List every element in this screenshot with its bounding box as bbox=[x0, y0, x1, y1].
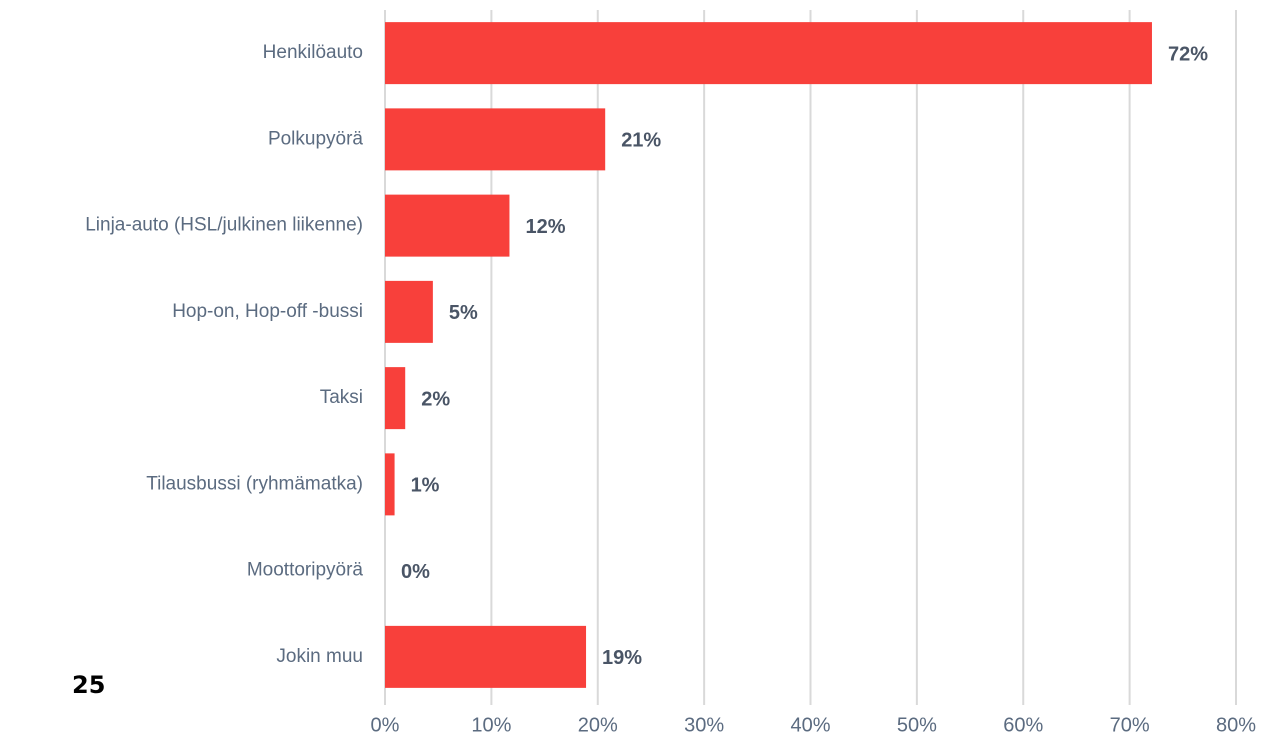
value-label: 1% bbox=[411, 475, 440, 497]
value-label: 0% bbox=[401, 561, 430, 583]
x-tick-label: 50% bbox=[897, 714, 937, 736]
value-label: 2% bbox=[421, 388, 450, 410]
category-label: Linja-auto (HSL/julkinen liikenne) bbox=[85, 215, 363, 236]
x-tick-label: 40% bbox=[790, 714, 830, 736]
x-tick-label: 80% bbox=[1216, 714, 1256, 736]
bar bbox=[385, 22, 1152, 85]
category-label: Hop-on, Hop-off -bussi bbox=[172, 301, 363, 322]
value-label: 19% bbox=[602, 647, 642, 669]
bar bbox=[385, 280, 433, 343]
value-label: 21% bbox=[621, 130, 661, 152]
x-tick-label: 60% bbox=[1003, 714, 1043, 736]
bar bbox=[385, 108, 606, 171]
x-tick-label: 10% bbox=[471, 714, 511, 736]
bar bbox=[385, 367, 406, 430]
bar bbox=[385, 194, 510, 257]
value-label: 72% bbox=[1168, 43, 1208, 65]
category-label: Tilausbussi (ryhmämatka) bbox=[146, 473, 363, 494]
category-label: Polkupyörä bbox=[268, 128, 363, 149]
value-label: 12% bbox=[525, 216, 565, 238]
x-tick-label: 20% bbox=[578, 714, 618, 736]
bar bbox=[385, 625, 587, 688]
x-tick-label: 0% bbox=[371, 714, 400, 736]
x-tick-label: 30% bbox=[684, 714, 724, 736]
category-label: Jokin muu bbox=[276, 646, 363, 667]
x-tick-label: 70% bbox=[1110, 714, 1150, 736]
value-label: 5% bbox=[449, 302, 478, 324]
category-label: Henkilöauto bbox=[263, 42, 363, 63]
category-label: Taksi bbox=[320, 387, 363, 408]
page-number: 25 bbox=[72, 671, 105, 699]
category-label: Moottoripyörä bbox=[247, 560, 364, 581]
bar bbox=[385, 453, 395, 516]
